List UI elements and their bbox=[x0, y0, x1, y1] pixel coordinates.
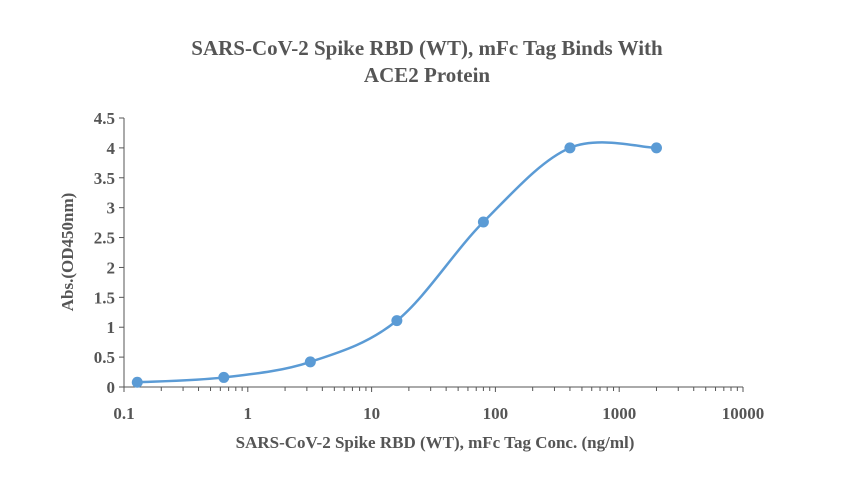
data-point bbox=[304, 356, 316, 368]
y-tick-label: 2.5 bbox=[94, 229, 115, 248]
axes bbox=[119, 117, 744, 392]
y-tick-label: 0.5 bbox=[94, 348, 115, 367]
x-tick-label: 1 bbox=[244, 404, 253, 423]
x-tick-label: 10 bbox=[363, 404, 380, 423]
y-tick-label: 4.5 bbox=[94, 109, 115, 128]
y-tick-label: 1.5 bbox=[94, 288, 115, 307]
y-tick-label: 4 bbox=[107, 139, 116, 158]
data-point bbox=[391, 315, 403, 327]
y-axis-label: Abs.(OD450nm) bbox=[58, 193, 77, 312]
y-tick-label: 0 bbox=[107, 378, 116, 397]
x-tick-label: 100 bbox=[483, 404, 509, 423]
y-tick-label: 3 bbox=[107, 199, 116, 218]
data-points bbox=[131, 142, 662, 388]
x-tick-label: 10000 bbox=[722, 404, 765, 423]
data-point bbox=[650, 142, 662, 154]
y-tick-label: 2 bbox=[107, 258, 116, 277]
data-point bbox=[131, 376, 143, 388]
y-tick-label: 1 bbox=[107, 318, 116, 337]
data-point bbox=[564, 142, 576, 154]
chart-title-line-2: ACE2 Protein bbox=[363, 63, 491, 87]
series-line bbox=[137, 141, 657, 384]
data-point bbox=[477, 216, 489, 228]
tick-labels: 0 0.5 1 1.5 2 2.5 3 3.5 4 4.5 0.1 1 10 100 1000 10000 bbox=[94, 109, 765, 423]
x-tick-label: 0.1 bbox=[113, 404, 134, 423]
chart-title-line-1: SARS-CoV-2 Spike RBD (WT), mFc Tag Binds… bbox=[191, 36, 663, 60]
x-axis-label: SARS-CoV-2 Spike RBD (WT), mFc Tag Conc.… bbox=[236, 433, 635, 452]
data-point bbox=[218, 371, 230, 383]
y-tick-label: 3.5 bbox=[94, 169, 115, 188]
x-tick-label: 1000 bbox=[602, 404, 636, 423]
